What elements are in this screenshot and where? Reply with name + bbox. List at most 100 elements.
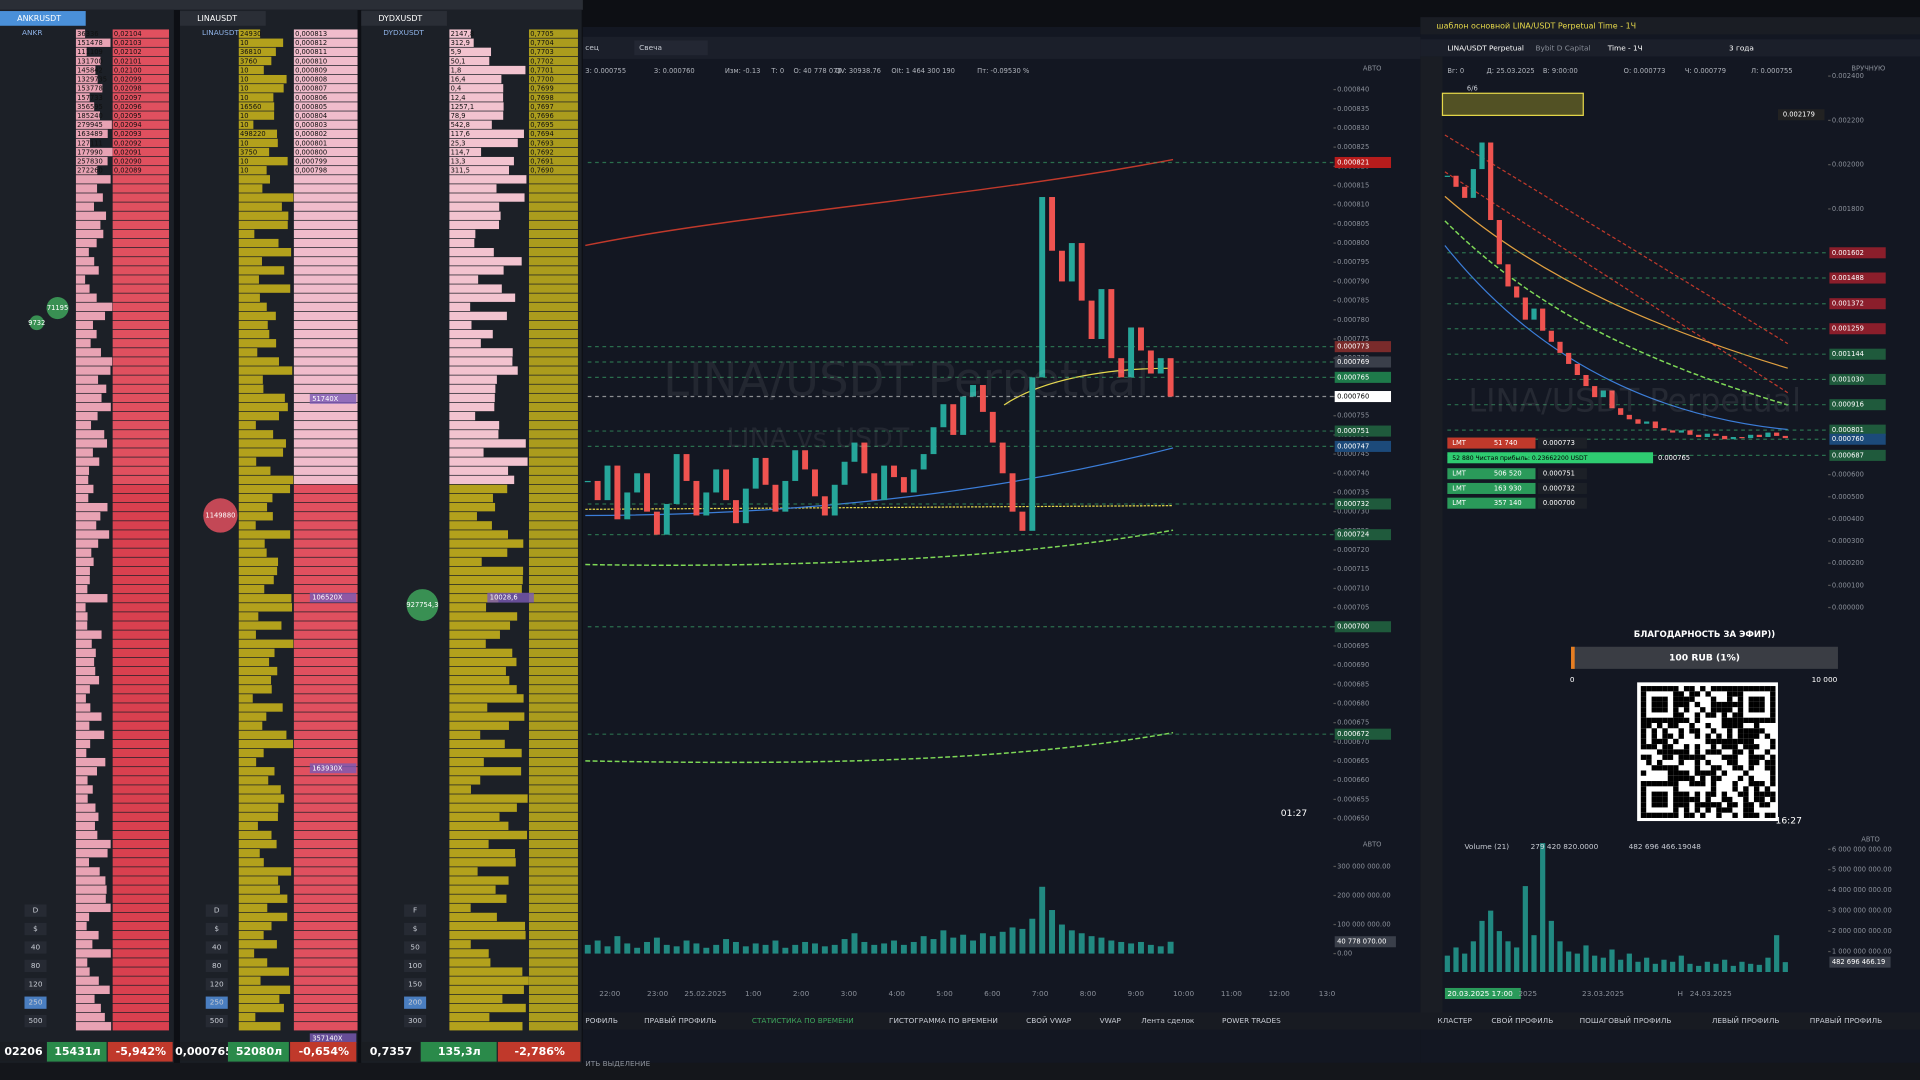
dropdown[interactable]: [634, 40, 708, 56]
size-button[interactable]: [205, 996, 228, 1009]
price-cell: [112, 557, 169, 566]
price-cell: [528, 156, 578, 166]
size-button[interactable]: [24, 996, 47, 1009]
order-row: [1447, 437, 1536, 449]
price-cell: [293, 56, 358, 66]
volume-cell: [75, 257, 95, 266]
volume-bar: [940, 930, 947, 954]
price-cell: [112, 384, 169, 393]
size-button[interactable]: [205, 959, 228, 972]
qr-module: [1753, 791, 1760, 797]
volume-cell: [75, 521, 97, 530]
size-button[interactable]: [24, 922, 47, 936]
size-button[interactable]: [24, 978, 47, 991]
book-price: 0,02091: [114, 148, 142, 156]
volume-cell: [449, 129, 524, 138]
volume-bar: [861, 941, 868, 954]
price-cell: [293, 175, 358, 184]
qr-module: [1737, 686, 1744, 692]
size-button[interactable]: [404, 922, 427, 936]
book-volume: 2147,8: [451, 30, 475, 38]
donation-max: 10 000: [1812, 675, 1838, 684]
volume-cell: [449, 985, 524, 994]
price-cell: [293, 147, 358, 157]
qr-module: [1646, 744, 1652, 750]
size-button[interactable]: [404, 941, 427, 954]
qr-module: [1759, 791, 1765, 797]
price-cell: [293, 248, 358, 257]
volume-bar: [703, 947, 710, 954]
qr-module: [1732, 691, 1738, 697]
size-button[interactable]: [205, 922, 228, 936]
size-button[interactable]: [24, 1014, 47, 1028]
price-cell: [112, 56, 169, 66]
price-cell: [528, 421, 578, 430]
size-button-label: $: [214, 924, 219, 933]
volume-tick-label: 200 000 000.00: [1337, 891, 1391, 899]
stat-total: 135,3л: [438, 1045, 481, 1058]
size-button[interactable]: [404, 996, 427, 1009]
size-button[interactable]: [205, 904, 228, 917]
book-price: 0,000811: [295, 48, 327, 56]
volume-cell: [75, 539, 99, 548]
price-cell: [112, 967, 169, 976]
qr-module: [1759, 796, 1765, 803]
x-tick-label: 2:00: [793, 989, 810, 998]
volume-bar: [1444, 955, 1450, 972]
size-button[interactable]: [24, 941, 47, 954]
price-cell: [528, 721, 578, 730]
volume-cell: [449, 785, 471, 794]
volume-cell: [449, 712, 525, 721]
size-button[interactable]: [404, 1014, 427, 1028]
book-price: 0,000813: [295, 30, 327, 38]
candle: [762, 457, 769, 485]
price-tag: [1334, 156, 1392, 169]
volume-cell: [238, 921, 272, 931]
trade-bubble: [46, 297, 69, 320]
volume-bar: [1531, 935, 1537, 972]
size-button[interactable]: [24, 959, 47, 972]
volume-cell: [238, 74, 287, 84]
size-button[interactable]: [404, 959, 427, 972]
qr-module: [1753, 786, 1760, 792]
volume-cell: [449, 102, 504, 111]
qr-module: [1732, 686, 1738, 692]
y-tick-label: 0.000670: [1337, 738, 1369, 746]
size-button[interactable]: [205, 978, 228, 991]
candle: [772, 484, 779, 512]
price-cell: [528, 930, 578, 940]
qr-module: [1683, 717, 1690, 723]
qr-module: [1748, 781, 1754, 787]
volume-bar: [891, 940, 897, 954]
volume-cell: [449, 794, 528, 803]
volume-bar: [683, 940, 690, 954]
price-cell: [528, 912, 578, 922]
volume-cell: [238, 65, 264, 75]
indicator-line: [1444, 245, 1788, 431]
size-button[interactable]: [404, 904, 427, 917]
qr-module: [1640, 770, 1647, 776]
volume-cell: [449, 375, 497, 384]
candle: [673, 454, 680, 504]
qr-module: [1673, 807, 1679, 813]
volume-bar: [1618, 959, 1624, 972]
price-cell: [112, 748, 169, 758]
qr-module: [1764, 791, 1771, 797]
qr-module: [1727, 696, 1733, 702]
qr-module: [1651, 738, 1657, 745]
price-cell: [293, 457, 358, 466]
price-cell: [293, 166, 358, 175]
price-cell: [293, 812, 358, 821]
book-volume: 12,4: [451, 94, 466, 102]
size-button[interactable]: [24, 904, 47, 917]
qr-module: [1651, 744, 1657, 750]
qr-module: [1770, 707, 1776, 713]
y-tick-label: 0.000705: [1337, 604, 1369, 612]
size-button[interactable]: [404, 978, 427, 991]
size-button[interactable]: [205, 1014, 228, 1028]
candle: [1540, 308, 1546, 331]
volume-bar: [1068, 930, 1075, 954]
y-tick-label: 0.000100: [1832, 581, 1864, 589]
qr-module: [1673, 796, 1679, 803]
size-button[interactable]: [205, 941, 228, 954]
